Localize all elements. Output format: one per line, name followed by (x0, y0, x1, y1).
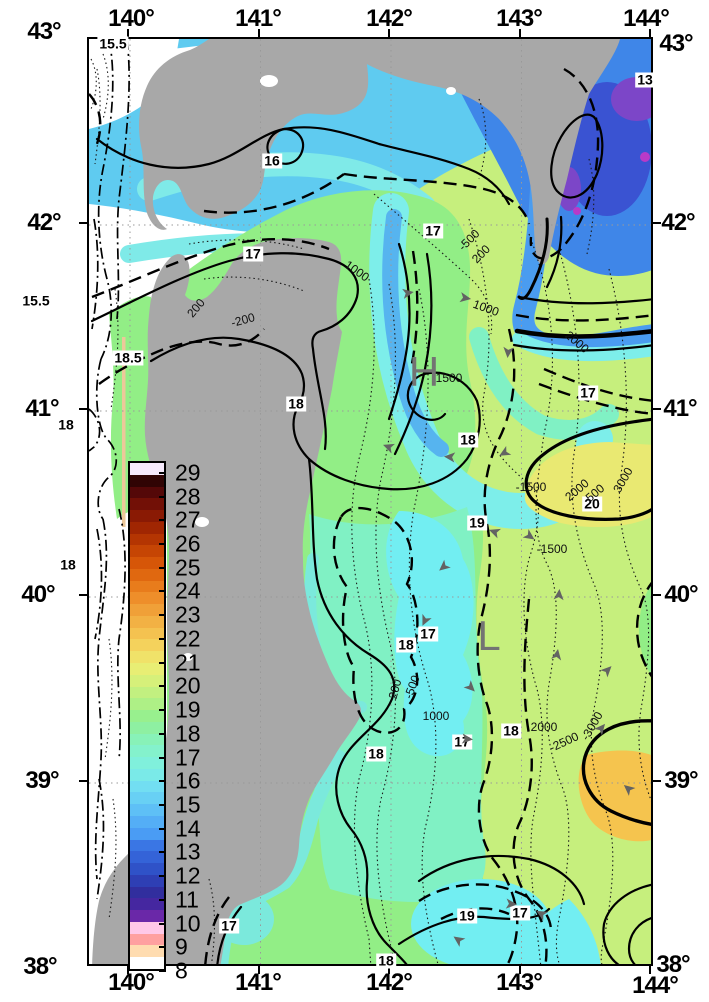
frame-tick-mark (649, 29, 651, 37)
frame-tick-mark (649, 966, 651, 974)
frame-tick-mark (653, 222, 661, 224)
sst-contour-label: 18 (56, 416, 76, 433)
axis-tick-label: 38° (23, 953, 57, 980)
axis-tick-label: 39° (664, 767, 698, 794)
sst-contours-solid (90, 113, 651, 964)
frame-tick-mark (518, 29, 521, 37)
axis-tick-label: 41° (663, 395, 697, 422)
frame-tick-mark (127, 966, 129, 974)
axis-tick-label: 38° (656, 951, 690, 978)
frame-tick-mark (79, 408, 87, 410)
frame-tick-mark (388, 29, 390, 37)
axis-tick-label: 142° (366, 5, 413, 32)
axis-tick-label: 40° (21, 581, 55, 608)
axis-tick-label: 42° (661, 209, 695, 236)
axis-tick-label: 144° (632, 972, 679, 999)
frame-tick-mark (653, 594, 661, 596)
colorbar-tick-mark (159, 970, 166, 972)
frame-tick-mark (518, 966, 521, 974)
axis-tick-label: 43° (659, 30, 693, 57)
frame-tick-mark (653, 780, 661, 782)
axis-tick-label: 39° (25, 767, 59, 794)
grid-lines (89, 39, 651, 964)
axis-tick-label: 141° (235, 5, 282, 32)
frame-tick-mark (79, 780, 87, 782)
frame-tick-mark (127, 29, 129, 37)
nodata-contours-dashdot (89, 39, 130, 900)
axis-tick-label: 143° (496, 969, 543, 996)
axis-tick-label: 143° (496, 5, 543, 32)
map-plot-area (87, 37, 653, 966)
axis-tick-label: 142° (366, 969, 413, 996)
axis-tick-label: 40° (664, 581, 698, 608)
axis-tick-label: 141° (235, 969, 282, 996)
sst-contours-dashed (89, 67, 651, 964)
frame-tick-mark (257, 29, 260, 37)
axis-tick-label: 42° (27, 209, 61, 236)
axis-tick-label: 41° (25, 395, 59, 422)
sst-contour-label: 15.5 (20, 292, 52, 309)
frame-tick-mark (79, 594, 87, 596)
map-svg (89, 39, 651, 964)
axis-tick-label: 43° (27, 18, 61, 45)
axis-tick-label: 140° (108, 969, 155, 996)
sst-contour-label: 18 (58, 556, 78, 573)
frame-tick-mark (653, 408, 661, 410)
axis-tick-label: 144° (623, 5, 670, 32)
axis-tick-label: 140° (108, 5, 155, 32)
frame-tick-mark (257, 966, 260, 974)
frame-tick-mark (79, 222, 87, 224)
frame-tick-mark (388, 966, 390, 974)
